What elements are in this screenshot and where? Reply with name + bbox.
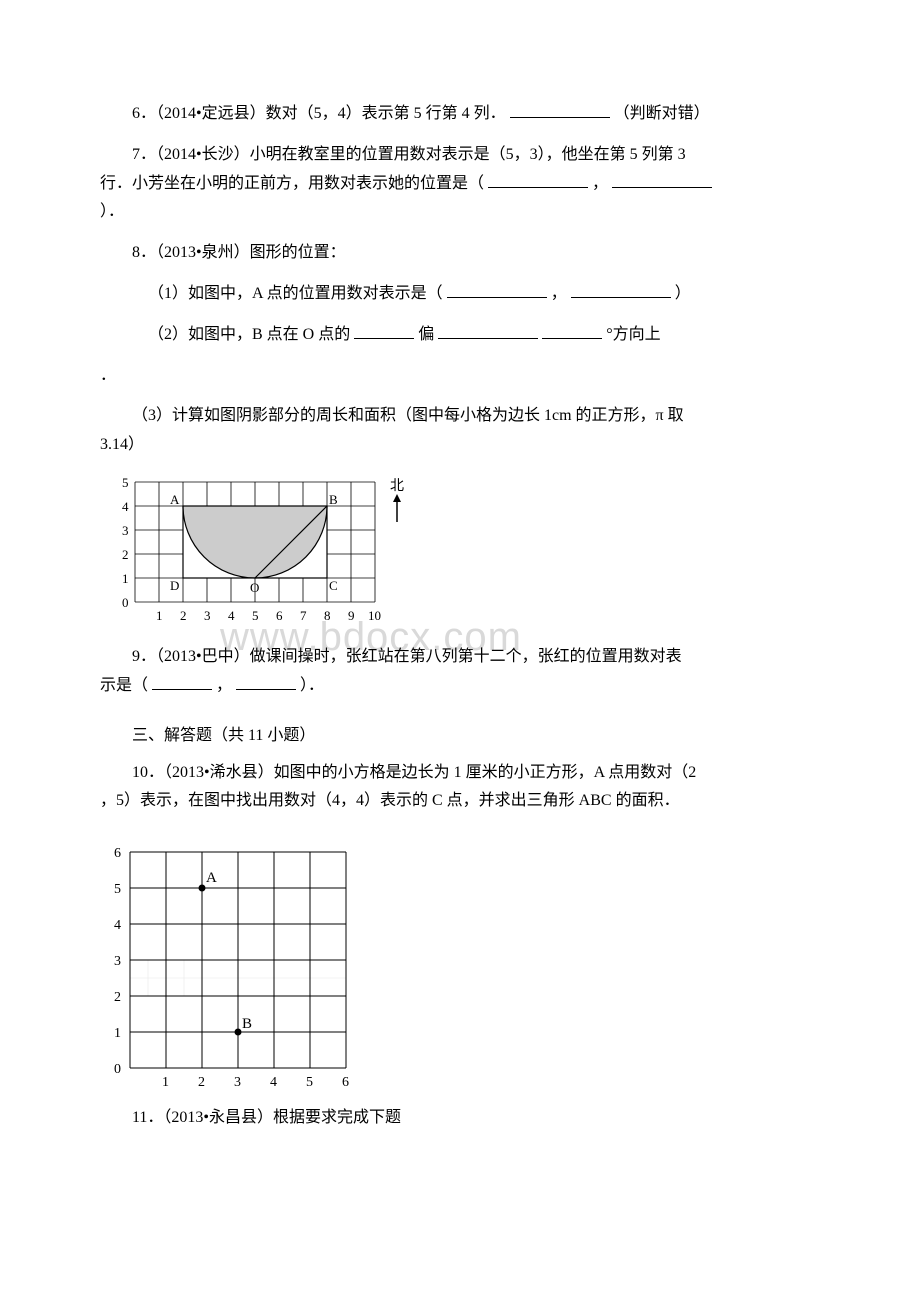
q8s3-a: （3）计算如图阴影部分的周长和面积（图中每小格为边长 1cm 的正方形，π 取 (100, 402, 820, 431)
q7-line1: 7．（2014•长沙）小明在教室里的位置用数对表示是（5，3），他坐在第 5 列… (100, 141, 820, 170)
q9-line1: 9．（2013•巴中）做课间操时，张红站在第八列第十二个，张红的位置用数对表 (100, 643, 820, 672)
q9-blank2 (236, 674, 296, 690)
f8-O: O (250, 580, 259, 595)
figure-10-svg: A B 0 1 2 3 4 5 6 1 2 3 4 5 6 (100, 828, 360, 1093)
question-8-sub3: （3）计算如图阴影部分的周长和面积（图中每小格为边长 1cm 的正方形，π 取 … (100, 402, 820, 460)
f10-point-A (199, 885, 206, 892)
f10-y2: 2 (114, 990, 121, 1005)
q10-line2: ，5）表示，在图中找出用数对（4，4）表示的 C 点，并求出三角形 ABC 的面… (100, 787, 820, 816)
f10-y4: 4 (114, 918, 121, 933)
f10-x1: 1 (162, 1075, 169, 1090)
figure-10: A B 0 1 2 3 4 5 6 1 2 3 4 5 6 (100, 828, 820, 1098)
question-8-sub2d: ． (100, 362, 820, 391)
question-6: 6．（2014•定远县）数对（5，4）表示第 5 行第 4 列． （判断对错） (100, 100, 820, 129)
q9-line2a: 示是（ (100, 677, 148, 694)
f10-y6: 6 (114, 846, 121, 861)
f8-x2: 2 (180, 608, 187, 623)
q8s2-blank3 (542, 323, 602, 339)
f8-y3: 3 (122, 523, 129, 538)
q8s2-c: °方向上 (606, 326, 660, 343)
f8-north: 北 (390, 478, 404, 494)
f10-point-B (235, 1029, 242, 1036)
figure-8-svg: 5 4 3 2 1 0 (100, 472, 420, 632)
f10-A: A (206, 870, 217, 886)
q6-suffix: （判断对错） (614, 105, 710, 122)
f8-y5: 5 (122, 475, 129, 490)
q8s2-blank1 (354, 323, 414, 339)
q9-line2b: ， (216, 677, 232, 694)
q7-line2b: ， (592, 175, 608, 192)
f8-x9: 9 (348, 608, 355, 623)
f8-x4: 4 (228, 608, 235, 623)
f8-x7: 7 (300, 608, 307, 623)
q8s1-b: ， (551, 285, 567, 302)
f8-y2: 2 (122, 547, 129, 562)
q8s1-blank1 (447, 282, 547, 298)
f8-x1: 1 (156, 608, 163, 623)
north-arrow-icon: 北 (390, 478, 404, 522)
f10-y3: 3 (114, 954, 121, 969)
section-3-title: 三、解答题（共 11 小题） (100, 721, 820, 745)
question-11: 11．（2013•永昌县）根据要求完成下题 (100, 1104, 820, 1133)
f8-y1: 1 (122, 571, 129, 586)
q7-line3: ）． (100, 198, 820, 227)
f8-y0: 0 (122, 595, 129, 610)
f8-x6: 6 (276, 608, 283, 623)
f8-x10: 10 (368, 608, 381, 623)
q8s1-a: （1）如图中，A 点的位置用数对表示是（ (148, 285, 443, 302)
q7-blank1 (488, 172, 588, 188)
q9-blank1 (152, 674, 212, 690)
question-8-title: 8．（2013•泉州）图形的位置： (100, 239, 820, 268)
f8-A: A (170, 492, 180, 507)
figure-8: 5 4 3 2 1 0 (100, 472, 820, 637)
f8-B: B (329, 492, 338, 507)
q8s1-blank2 (571, 282, 671, 298)
q9-line2c: ）． (300, 677, 324, 694)
f8-x3: 3 (204, 608, 211, 623)
f10-x3: 3 (234, 1075, 241, 1090)
f10-B: B (242, 1016, 252, 1032)
q6-text: 6．（2014•定远县）数对（5，4）表示第 5 行第 4 列． (132, 105, 506, 122)
f10-x2: 2 (198, 1075, 205, 1090)
q8s1-c: ） (675, 285, 691, 302)
f10-x5: 5 (306, 1075, 313, 1090)
question-8-sub2: （2）如图中，B 点在 O 点的 偏 °方向上 (100, 321, 820, 350)
page-content: 6．（2014•定远县）数对（5，4）表示第 5 行第 4 列． （判断对错） … (100, 100, 820, 1133)
f8-C: C (329, 578, 338, 593)
f10-x4: 4 (270, 1075, 277, 1090)
f10-y1: 1 (114, 1026, 121, 1041)
q8s2-blank2 (438, 323, 538, 339)
q6-blank (510, 102, 610, 118)
question-9: 9．（2013•巴中）做课间操时，张红站在第八列第十二个，张红的位置用数对表 示… (100, 643, 820, 701)
f8-D: D (170, 578, 179, 593)
question-10: 10．（2013•浠水县）如图中的小方格是边长为 1 厘米的小正方形，A 点用数… (100, 759, 820, 817)
q8s2-a: （2）如图中，B 点在 O 点的 (148, 326, 350, 343)
q7-line2a: 行．小芳坐在小明的正前方，用数对表示她的位置是（ (100, 175, 484, 192)
f10-x6: 6 (342, 1075, 349, 1090)
f10-y5: 5 (114, 882, 121, 897)
f8-x8: 8 (324, 608, 331, 623)
question-7: 7．（2014•长沙）小明在教室里的位置用数对表示是（5，3），他坐在第 5 列… (100, 141, 820, 227)
question-8-sub1: （1）如图中，A 点的位置用数对表示是（ ， ） (100, 280, 820, 309)
q10-line1: 10．（2013•浠水县）如图中的小方格是边长为 1 厘米的小正方形，A 点用数… (100, 759, 820, 788)
f8-y4: 4 (122, 499, 129, 514)
f8-x5: 5 (252, 608, 259, 623)
q8s3-b: 3.14） (100, 431, 820, 460)
f10-y0: 0 (114, 1062, 121, 1077)
q7-blank2 (612, 172, 712, 188)
q8s2-b: 偏 (418, 326, 434, 343)
